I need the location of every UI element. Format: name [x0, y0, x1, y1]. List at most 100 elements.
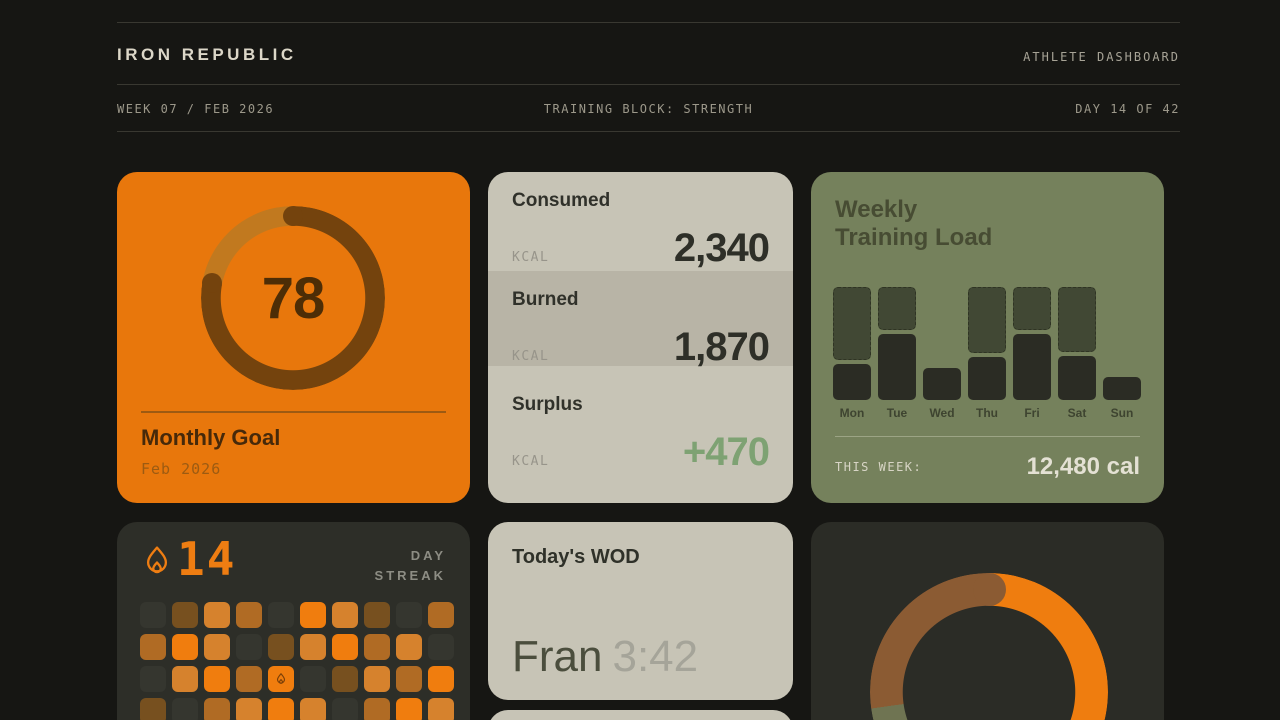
wod-card[interactable]: Today's WOD Fran 3:42 [488, 522, 793, 700]
bar-column-wed [923, 287, 961, 400]
heatmap-cell [396, 666, 422, 692]
this-week-label: THIS WEEK: [835, 460, 923, 474]
weekly-load-footer: THIS WEEK: 12,480 cal [835, 450, 1140, 484]
calorie-unit-label: KCAL [512, 454, 550, 469]
dashboard-label: ATHLETE DASHBOARD [1023, 50, 1180, 64]
calorie-value: 2,340 [673, 226, 770, 270]
heatmap-cell [140, 634, 166, 660]
heatmap-cell [300, 698, 326, 720]
heatmap-cell [236, 698, 262, 720]
calorie-row: Burned KCAL 1,870 [488, 271, 793, 369]
goal-percent-value: 78 [261, 265, 326, 331]
heatmap-cell [428, 602, 454, 628]
wod-result: Fran 3:42 [512, 632, 698, 682]
streak-label-line2: STREAK [374, 568, 446, 584]
heatmap-cell [364, 634, 390, 660]
bar-column-fri [1013, 287, 1051, 400]
streak-heatmap [140, 602, 454, 720]
header-divider-bottom [117, 131, 1180, 132]
heatmap-cell [364, 698, 390, 720]
weekly-load-card[interactable]: Weekly Training Load Mon Tue Wed Thu Fri Sat S… [811, 172, 1164, 503]
day-label: Tue [886, 406, 908, 420]
heatmap-cell [364, 602, 390, 628]
heatmap-cell [332, 634, 358, 660]
bar-column-tue [878, 287, 916, 400]
heatmap-cell [140, 666, 166, 692]
wod-time: 3:42 [612, 632, 699, 681]
weekly-load-title-line2: Training Load [835, 224, 993, 252]
calorie-row: Consumed KCAL 2,340 [488, 172, 793, 271]
heatmap-cell [300, 602, 326, 628]
bar-planned [878, 287, 916, 330]
bar-column-sat [1058, 287, 1096, 400]
daily-ring-card[interactable]: 2,340 [811, 522, 1164, 720]
heatmap-cell [428, 666, 454, 692]
daily-activity-ring: 2,340 [870, 573, 1108, 720]
heatmap-cell [332, 698, 358, 720]
heatmap-cell [396, 698, 422, 720]
heatmap-cell [268, 698, 294, 720]
heatmap-cell [204, 698, 230, 720]
bar-completed [1013, 334, 1051, 400]
heatmap-cell [172, 698, 198, 720]
heatmap-cell [332, 666, 358, 692]
calorie-row-label: Surplus [512, 394, 583, 415]
heatmap-cell [172, 602, 198, 628]
bar-completed [968, 357, 1006, 400]
week-label: WEEK 07 / FEB 2026 [117, 102, 275, 116]
bar-completed [878, 334, 916, 400]
weekly-load-title: Weekly Training Load [835, 196, 992, 252]
heatmap-cell [268, 666, 294, 692]
cell-flame-icon [276, 673, 286, 684]
streak-label-line1: DAY [410, 548, 446, 563]
heatmap-cell [300, 666, 326, 692]
daily-ring-cap [972, 573, 1006, 606]
heatmap-cell [140, 698, 166, 720]
heatmap-cell [428, 698, 454, 720]
weekly-load-divider [835, 436, 1140, 437]
goal-ring-cap-end [202, 272, 223, 293]
bar-completed [923, 368, 961, 400]
heatmap-cell [236, 666, 262, 692]
streak-label: DAY STREAK [375, 546, 446, 586]
goal-progress-ring: 78 [201, 206, 385, 390]
heatmap-cell [140, 602, 166, 628]
heatmap-cell [172, 666, 198, 692]
heatmap-cell [172, 634, 198, 660]
heatmap-cell [268, 634, 294, 660]
heatmap-cell [236, 634, 262, 660]
heatmap-cell [428, 634, 454, 660]
heatmap-cell [236, 602, 262, 628]
calorie-unit-label: KCAL [512, 250, 550, 265]
heatmap-cell [300, 634, 326, 660]
calorie-value: 1,870 [673, 325, 770, 369]
bar-completed [1058, 356, 1096, 400]
day-label: Mon [839, 406, 865, 420]
header-divider-mid [117, 84, 1180, 85]
calories-card[interactable]: Consumed KCAL 2,340 Burned KCAL 1,870 Surplus K… [488, 172, 793, 503]
heatmap-cell [268, 602, 294, 628]
streak-card[interactable]: 14 DAY STREAK [117, 522, 470, 720]
brand-title: IRON REPUBLIC [117, 45, 297, 64]
calorie-row-label: Consumed [512, 190, 611, 211]
bar-column-thu [968, 287, 1006, 400]
monthly-goal-card[interactable]: 78 Monthly Goal Feb 2026 [117, 172, 470, 503]
calorie-row: Surplus KCAL +470 [488, 366, 793, 503]
bar-completed [1103, 377, 1141, 400]
calorie-rows: Consumed KCAL 2,340 Burned KCAL 1,870 Surplus K… [488, 172, 793, 503]
bar-planned [833, 287, 871, 360]
heatmap-cell [364, 666, 390, 692]
weekly-load-title-line1: Weekly [835, 196, 918, 223]
partial-card[interactable] [488, 710, 793, 720]
bar-planned [968, 287, 1006, 353]
day-label: Thu [976, 406, 998, 420]
bar-completed [833, 364, 871, 400]
day-label: Sat [1067, 406, 1087, 420]
heatmap-cell [396, 634, 422, 660]
day-label: Fri [1024, 406, 1040, 420]
calorie-unit-label: KCAL [512, 349, 550, 364]
flame-icon [146, 546, 168, 574]
heatmap-cell [396, 602, 422, 628]
day-label: Wed [929, 406, 955, 420]
